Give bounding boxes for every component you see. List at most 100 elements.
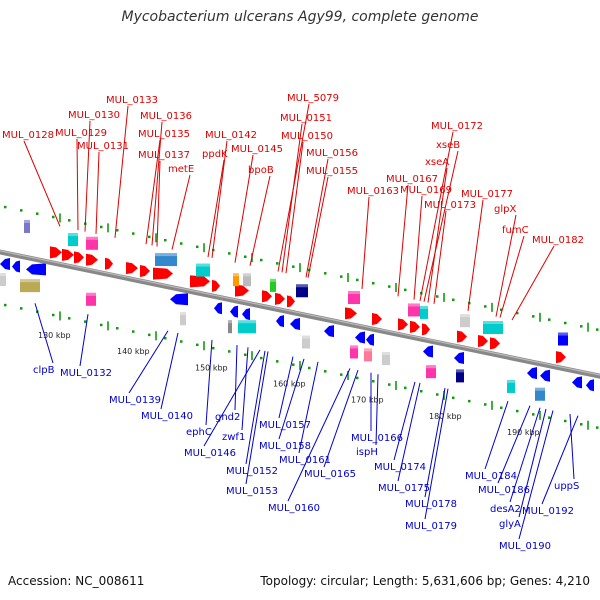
- ring-dot: [164, 336, 167, 340]
- gene-block-shine: [558, 332, 568, 336]
- reverse-gene-label: glyA: [499, 519, 521, 530]
- forward-gene-label: glpX: [494, 204, 516, 215]
- forward-gene-label: fumC: [502, 225, 529, 236]
- ring-dot: [372, 380, 375, 383]
- reverse-gene-label: MUL_0178: [405, 499, 457, 510]
- gene-reverse-arrow: [170, 293, 188, 306]
- forward-gene-label: MUL_0128: [2, 130, 54, 141]
- reverse-label-leader: [509, 407, 541, 503]
- reverse-gene-label: MUL_0157: [259, 420, 311, 431]
- forward-gene-label: MUL_0182: [532, 235, 584, 246]
- kbp-tick-label: 190 kbp: [507, 428, 540, 437]
- forward-label-leader: [419, 131, 454, 302]
- ring-dot: [196, 343, 199, 347]
- forward-gene-label: MUL_0167: [386, 174, 438, 185]
- reverse-gene-label: MUL_0186: [478, 485, 530, 496]
- forward-label-leader: [423, 150, 459, 302]
- gene-block-shine: [456, 369, 464, 373]
- gene-block-shine: [243, 273, 251, 277]
- forward-label-leader: [499, 235, 525, 318]
- gene-forward-arrow: [410, 320, 420, 333]
- gene-forward-arrow: [345, 307, 357, 320]
- gene-block: [86, 292, 96, 306]
- forward-label-leader: [433, 210, 447, 304]
- ring-dot: [68, 317, 71, 320]
- gene-reverse-arrow: [276, 315, 284, 328]
- ring-dot: [452, 298, 455, 302]
- reverse-label-leader: [128, 330, 169, 394]
- ring-dot: [564, 321, 567, 325]
- gene-block-shine: [0, 273, 6, 276]
- reverse-gene-label: MUL_0146: [184, 448, 236, 459]
- forward-label-leader: [95, 151, 100, 234]
- gene-forward-arrow: [398, 318, 408, 331]
- ring-dot: [372, 282, 375, 285]
- gene-block-shine: [68, 233, 78, 237]
- ring-dot: [500, 308, 503, 311]
- ring-dot: [420, 389, 423, 393]
- gene-forward-arrow: [235, 284, 249, 297]
- forward-gene-label: MUL_0156: [306, 148, 358, 159]
- ring-dot: [548, 416, 551, 419]
- forward-gene-label: MUL_0151: [280, 113, 332, 124]
- reverse-gene-label: MUL_0139: [109, 395, 161, 406]
- gene-block: [558, 332, 568, 346]
- ring-dot: [100, 323, 103, 327]
- gene-forward-arrow: [372, 313, 382, 326]
- reverse-gene-label: ephC: [186, 427, 212, 438]
- gene-forward-arrow: [86, 253, 98, 266]
- reverse-label-leader: [79, 314, 89, 367]
- forward-gene-label: MUL_0177: [461, 189, 513, 200]
- ring-dot: [116, 229, 119, 232]
- forward-label-leader: [76, 138, 79, 231]
- reverse-gene-label: MUL_0179: [405, 521, 457, 532]
- reverse-label-leader: [518, 408, 547, 518]
- kbp-tick-label: 170 kbp: [351, 396, 384, 405]
- reverse-label-leader: [518, 410, 554, 540]
- reverse-gene-label: desA2: [490, 504, 521, 515]
- gene-block-shine: [460, 314, 470, 318]
- ring-dot: [436, 393, 439, 396]
- reverse-gene-label: zwf1: [222, 432, 245, 443]
- gene-forward-arrow: [556, 351, 566, 364]
- ring-dot: [580, 325, 583, 328]
- gene-reverse-arrow: [214, 302, 222, 315]
- forward-gene-label: MUL_0137: [138, 150, 190, 161]
- reverse-label-leader: [424, 388, 449, 520]
- ring-dot: [20, 209, 23, 212]
- gene-block: [426, 365, 436, 379]
- gene-block: [456, 369, 464, 383]
- reverse-label-leader: [375, 374, 379, 446]
- gene-forward-arrow: [212, 279, 220, 292]
- reverse-gene-label: MUL_0175: [378, 483, 430, 494]
- forward-gene-label: MUL_0142: [205, 130, 257, 141]
- forward-gene-label: MUL_0155: [306, 166, 358, 177]
- ring-dot: [500, 406, 503, 409]
- ring-dot: [596, 328, 599, 331]
- forward-label-leader: [171, 174, 191, 250]
- gene-forward-arrow: [275, 292, 285, 305]
- gene-block: [382, 352, 390, 366]
- ring-dot: [260, 356, 263, 360]
- gene-block: [180, 312, 186, 326]
- forward-label-leader: [361, 196, 370, 289]
- ring-dot: [340, 373, 343, 376]
- forward-gene-label: xseA: [425, 157, 449, 168]
- forward-label-leader: [281, 123, 303, 273]
- gene-forward-arrow: [153, 267, 173, 280]
- ring-dot: [20, 307, 23, 310]
- ring-dot: [164, 238, 167, 242]
- kbp-tick-label: 160 kbp: [273, 380, 306, 389]
- reverse-gene-label: MUL_0158: [259, 441, 311, 452]
- ring-dot: [228, 252, 231, 255]
- reverse-label-leader: [569, 413, 575, 480]
- ring-dot: [388, 383, 391, 386]
- reverse-label-leader: [287, 368, 351, 502]
- forward-gene-label: MUL_0145: [231, 144, 283, 155]
- gene-block: [296, 284, 308, 298]
- reverse-label-leader: [484, 400, 509, 470]
- gene-block: [420, 305, 428, 319]
- ring-dot: [4, 205, 7, 209]
- gene-reverse-arrow: [586, 379, 594, 392]
- reverse-gene-label: MUL_0160: [268, 503, 320, 514]
